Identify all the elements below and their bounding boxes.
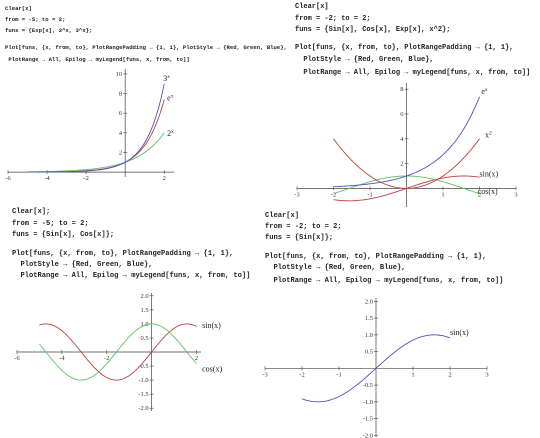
y-tick-label: -0.5: [363, 382, 373, 389]
code-line: Plot[funs, {x, from, to}, PlotRangePaddi…: [5, 44, 287, 51]
y-tick-label: 8: [119, 91, 122, 98]
y-tick-label: 1.5: [365, 315, 373, 322]
curve-label-sup: x: [171, 129, 174, 135]
code-line: PlotStyle → {Red, Green, Blue},: [265, 264, 405, 272]
curve-label: sin(x): [480, 170, 499, 179]
y-tick-label: 0.5: [141, 335, 149, 342]
curve-label: 2x: [167, 129, 174, 138]
x-tick-label: -3: [294, 191, 299, 198]
y-tick-label: 2.0: [141, 293, 149, 300]
y-tick-label: 10: [116, 71, 123, 78]
curve-label-base: 3: [163, 74, 167, 83]
code-line: Clear[x]: [265, 212, 299, 220]
code-line: PlotRange → All, Epilog → myLegend[funs,…: [5, 56, 190, 63]
y-tick-label: 1.0: [141, 321, 149, 328]
y-tick-label: 6: [400, 111, 404, 118]
code-line: from = -2; to = 2;: [265, 223, 342, 231]
x-tick-label: -4: [44, 175, 50, 182]
y-tick-label: -0.5: [138, 363, 148, 370]
x-tick-label: 2: [163, 175, 166, 182]
curve-label: sin(x): [202, 321, 221, 330]
curve: [27, 99, 165, 173]
x-tick-label: 2: [195, 355, 198, 362]
code-line: funs = {Sin[x], Cos[x], Exp[x], x^2};: [295, 25, 450, 34]
x-tick-label: -1: [367, 191, 372, 198]
y-tick-label: -1.0: [363, 399, 373, 406]
y-tick-label: 0.5: [365, 349, 373, 356]
code-line: from = -2; to = 2;: [295, 15, 371, 23]
x-tick-label: 2: [448, 371, 451, 378]
y-tick-label: 8: [400, 86, 403, 93]
curve-label: ex: [481, 87, 488, 96]
y-tick-label: 4: [400, 136, 404, 143]
code-line: PlotStyle → {Red, Green, Blue},: [12, 261, 152, 269]
y-tick-label: 6: [119, 110, 123, 117]
curve-label: cos(x): [478, 187, 498, 196]
curve-label-base: e: [167, 93, 171, 102]
curve: [333, 138, 480, 189]
x-tick-label: -1: [336, 371, 341, 378]
curve: [39, 323, 197, 381]
code-line: PlotRange → All, Epilog → myLegend[funs,…: [12, 272, 250, 280]
x-tick-label: -4: [59, 355, 65, 362]
code-line: Clear[x];: [12, 208, 50, 216]
x-tick-label: -2: [331, 191, 336, 198]
y-tick-label: -1.0: [138, 377, 148, 384]
code-line: from = -5; to = 2;: [12, 220, 89, 228]
code-line: Plot[funs, {x, from, to}, PlotRangePaddi…: [265, 253, 486, 261]
curve-label: 3x: [163, 74, 170, 83]
code-line: Clear[x]: [295, 3, 329, 11]
y-tick-label: -2.0: [138, 405, 148, 412]
x-tick-label: -6: [5, 175, 11, 182]
curve: [39, 323, 197, 381]
x-tick-label: 2: [478, 191, 481, 198]
curve: [333, 96, 480, 188]
y-tick-label: 2.0: [365, 298, 373, 305]
x-tick-label: -3: [262, 371, 267, 378]
curve: [27, 132, 165, 173]
y-tick-label: -2.0: [363, 432, 373, 438]
x-tick-label: 3: [514, 191, 517, 198]
code-line: funs = {Sin[x], Cos[x]};: [12, 231, 114, 239]
code-line: PlotRange → All, Epilog → myLegend[funs,…: [295, 69, 530, 77]
y-tick-label: 2: [119, 149, 122, 156]
curve-label: sin(x): [450, 328, 469, 337]
x-tick-label: 3: [485, 371, 488, 378]
code-line: from = -5; to = 2;: [5, 16, 65, 23]
curve-label-sup: x: [171, 93, 174, 99]
y-tick-label: 1.0: [365, 332, 373, 339]
curve-label-sup: x: [485, 87, 488, 93]
x-tick-label: 1: [441, 191, 444, 198]
x-tick-label: -2: [299, 371, 304, 378]
y-tick-label: 2: [400, 161, 403, 168]
curve-label-sup: 2: [489, 131, 492, 137]
curve-label: cos(x): [202, 365, 222, 374]
x-tick-label: -6: [14, 355, 20, 362]
curve-label-sup: x: [167, 74, 170, 80]
curve-label: x2: [485, 131, 492, 140]
code-line: funs = {Sin[x]};: [265, 234, 333, 242]
x-tick-label: -2: [104, 355, 109, 362]
x-tick-label: -2: [83, 175, 88, 182]
code-line: Plot[funs, {x, from, to}, PlotRangePaddi…: [295, 44, 513, 52]
y-tick-label: 1.5: [141, 307, 149, 314]
y-tick-label: -1.5: [138, 391, 148, 398]
curve-label-base: e: [481, 87, 485, 96]
curve-label: ex: [167, 93, 174, 102]
code-line: Plot[funs, {x, from, to}, PlotRangePaddi…: [12, 250, 233, 258]
curve: [27, 83, 165, 173]
curve-label-base: 2: [167, 129, 171, 138]
code-line: PlotStyle → {Red, Green, Blue},: [295, 56, 434, 64]
x-tick-label: 1: [411, 371, 414, 378]
curve-label-base: x: [485, 131, 489, 140]
code-line: funs = {Exp[x], 2^x, 3^x};: [5, 27, 92, 34]
y-tick-label: -1.5: [363, 416, 373, 423]
y-tick-label: 4: [119, 130, 123, 137]
curve: [301, 334, 451, 403]
code-line: Clear[x]: [5, 5, 32, 12]
code-line: PlotRange → All, Epilog → myLegend[funs,…: [265, 277, 503, 285]
